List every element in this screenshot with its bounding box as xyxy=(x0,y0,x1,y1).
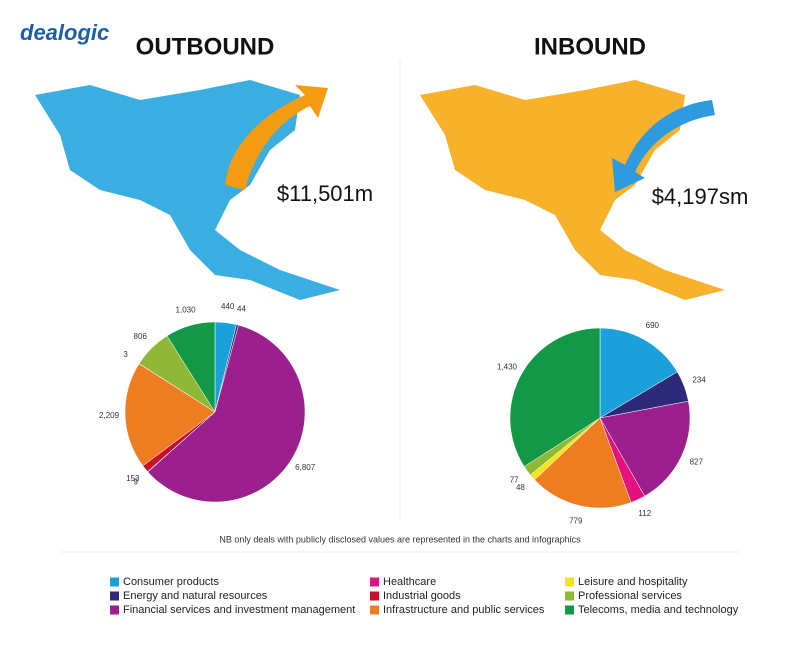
pie-slice xyxy=(147,324,306,503)
value-label: 44 xyxy=(237,304,246,313)
value-label: 77 xyxy=(510,475,519,484)
legend-label: Energy and natural resources xyxy=(123,590,268,602)
value-label: 806 xyxy=(134,332,148,341)
legend-label: Leisure and hospitality xyxy=(578,576,688,588)
value-label: 234 xyxy=(692,376,706,385)
outbound-arrow xyxy=(225,85,328,190)
legend-label: Financial services and investment manage… xyxy=(123,604,355,616)
value-label: 1,030 xyxy=(176,305,197,314)
legend-swatch xyxy=(565,591,574,601)
inbound-arrow xyxy=(612,100,715,192)
total-value: $11,501m xyxy=(277,181,373,206)
pie-slice xyxy=(166,321,216,413)
legend-label: Industrial goods xyxy=(383,590,461,602)
pie-slice xyxy=(599,400,691,497)
legend-label: Telecoms, media and technology xyxy=(578,604,739,616)
total-value: $4,197sm xyxy=(652,184,749,209)
value-label: 48 xyxy=(516,483,525,492)
legend-label: Consumer products xyxy=(123,576,219,588)
pie-slice xyxy=(599,327,678,419)
footnote: NB only deals with publicly disclosed va… xyxy=(219,534,581,544)
legend-swatch xyxy=(370,605,379,615)
panel-title: OUTBOUND xyxy=(136,33,275,60)
pie-slice xyxy=(509,327,601,467)
value-label: 827 xyxy=(690,457,704,466)
legend-swatch xyxy=(565,605,574,615)
value-label: 2,209 xyxy=(99,411,120,420)
legend-swatch xyxy=(370,577,379,587)
legend-swatch xyxy=(110,577,119,587)
value-label: 779 xyxy=(569,516,583,525)
value-label: 1,430 xyxy=(497,362,518,371)
panel-title: INBOUND xyxy=(534,33,646,60)
value-label: 153 xyxy=(126,474,140,483)
legend-label: Infrastructure and public services xyxy=(383,604,545,616)
value-label: 690 xyxy=(646,321,660,330)
legend-swatch xyxy=(110,605,119,615)
legend-label: Healthcare xyxy=(383,576,436,588)
value-label: 9 xyxy=(134,478,139,487)
legend-swatch xyxy=(565,577,574,587)
value-label: 112 xyxy=(638,509,651,518)
value-label: 6,807 xyxy=(295,463,316,472)
brand-logo: dealogic xyxy=(20,20,109,45)
value-label: 440 xyxy=(221,302,235,311)
legend-label: Professional services xyxy=(578,590,682,602)
pie-slice xyxy=(124,363,216,467)
value-label: 3 xyxy=(123,350,128,359)
legend-swatch xyxy=(370,591,379,601)
legend-swatch xyxy=(110,591,119,601)
pie-slice xyxy=(534,417,632,509)
